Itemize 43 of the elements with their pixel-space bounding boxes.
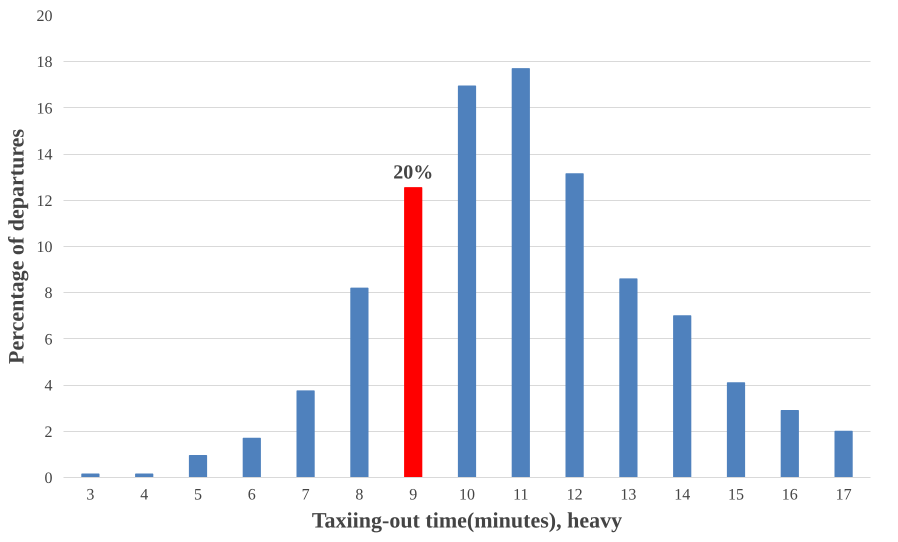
y-tick-label: 0 <box>44 470 52 487</box>
x-tick-label: 14 <box>674 486 690 504</box>
y-tick-label: 18 <box>36 54 52 72</box>
bar <box>404 187 422 478</box>
y-tick-label: 2 <box>44 424 52 441</box>
x-tick-label: 9 <box>409 486 418 504</box>
y-tick-label: 6 <box>44 331 52 348</box>
bar <box>296 390 315 478</box>
x-tick-label: 5 <box>194 486 202 504</box>
bar <box>135 474 154 478</box>
x-tick-label: 16 <box>782 486 798 504</box>
bar <box>726 382 746 478</box>
y-tick-label: 8 <box>44 285 52 302</box>
x-tick-label: 3 <box>86 486 94 504</box>
bar <box>188 455 208 478</box>
x-tick-label: 10 <box>459 486 475 504</box>
y-tick-label: 14 <box>36 146 52 164</box>
x-tick-label: 11 <box>513 486 529 504</box>
x-tick-label: 7 <box>302 486 310 504</box>
bar <box>619 278 638 478</box>
bar <box>458 85 476 478</box>
x-tick-label: 12 <box>566 486 583 504</box>
x-tick-label: 4 <box>140 486 148 504</box>
bar <box>512 68 530 478</box>
bar <box>350 288 369 478</box>
y-tick-label: 12 <box>36 192 52 210</box>
bar <box>834 430 853 478</box>
bar <box>673 315 692 478</box>
y-tick-label: 4 <box>44 378 52 395</box>
x-tick-label: 8 <box>355 486 364 504</box>
x-tick-label: 17 <box>836 486 852 504</box>
x-tick-label: 13 <box>620 486 636 504</box>
y-axis-title: Percentage of departures <box>4 128 28 364</box>
y-tick-label: 20 <box>36 8 52 25</box>
x-axis-title: Taxiing-out time(minutes), heavy <box>312 508 622 532</box>
bar <box>780 410 799 478</box>
bar <box>565 173 584 478</box>
annotation: 20% <box>393 162 434 184</box>
x-tick-label: 6 <box>248 486 256 504</box>
y-tick-label: 10 <box>36 239 52 256</box>
y-tick-label: 16 <box>36 100 52 118</box>
bar <box>242 438 261 478</box>
x-tick-label: 15 <box>728 486 744 504</box>
